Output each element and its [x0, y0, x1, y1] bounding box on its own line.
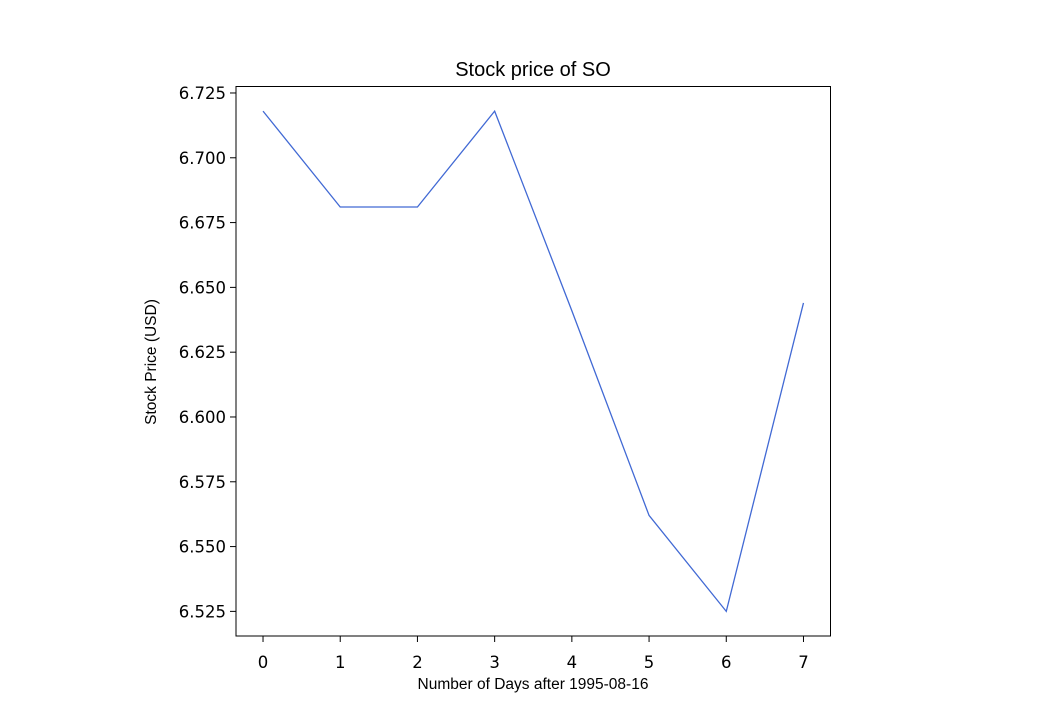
y-tick-label: 6.575	[179, 473, 226, 492]
x-tick-label: 6	[721, 653, 732, 672]
x-tick-label: 4	[567, 653, 578, 672]
x-tick-label: 5	[644, 653, 655, 672]
x-tick-label: 3	[489, 653, 500, 672]
y-tick-label: 6.675	[179, 214, 226, 233]
y-tick-label: 6.650	[179, 278, 226, 297]
y-tick-label: 6.625	[179, 343, 226, 362]
y-tick-label: 6.700	[179, 149, 226, 168]
x-tick-label: 1	[335, 653, 346, 672]
y-tick-label: 6.600	[179, 408, 226, 427]
y-axis-title: Stock Price (USD)	[143, 299, 160, 425]
x-axis-ticks: 0 1 2 3 4 5 6 7	[258, 636, 809, 672]
y-tick-label: 6.550	[179, 538, 226, 557]
x-tick-label: 7	[798, 653, 809, 672]
plot-frame	[235, 86, 831, 637]
price-series-line	[262, 109, 805, 613]
chart-title: Stock price of SO	[455, 59, 611, 81]
x-tick-label: 0	[258, 653, 269, 672]
y-axis-ticks: 6.525 6.550 6.575 6.600 6.625 6.650 6.675 6.700…	[179, 84, 236, 621]
y-tick-label: 6.725	[179, 84, 226, 103]
x-axis-title: Number of Days after 1995-08-16	[418, 676, 649, 693]
x-tick-label: 2	[412, 653, 423, 672]
y-tick-label: 6.525	[179, 602, 226, 621]
